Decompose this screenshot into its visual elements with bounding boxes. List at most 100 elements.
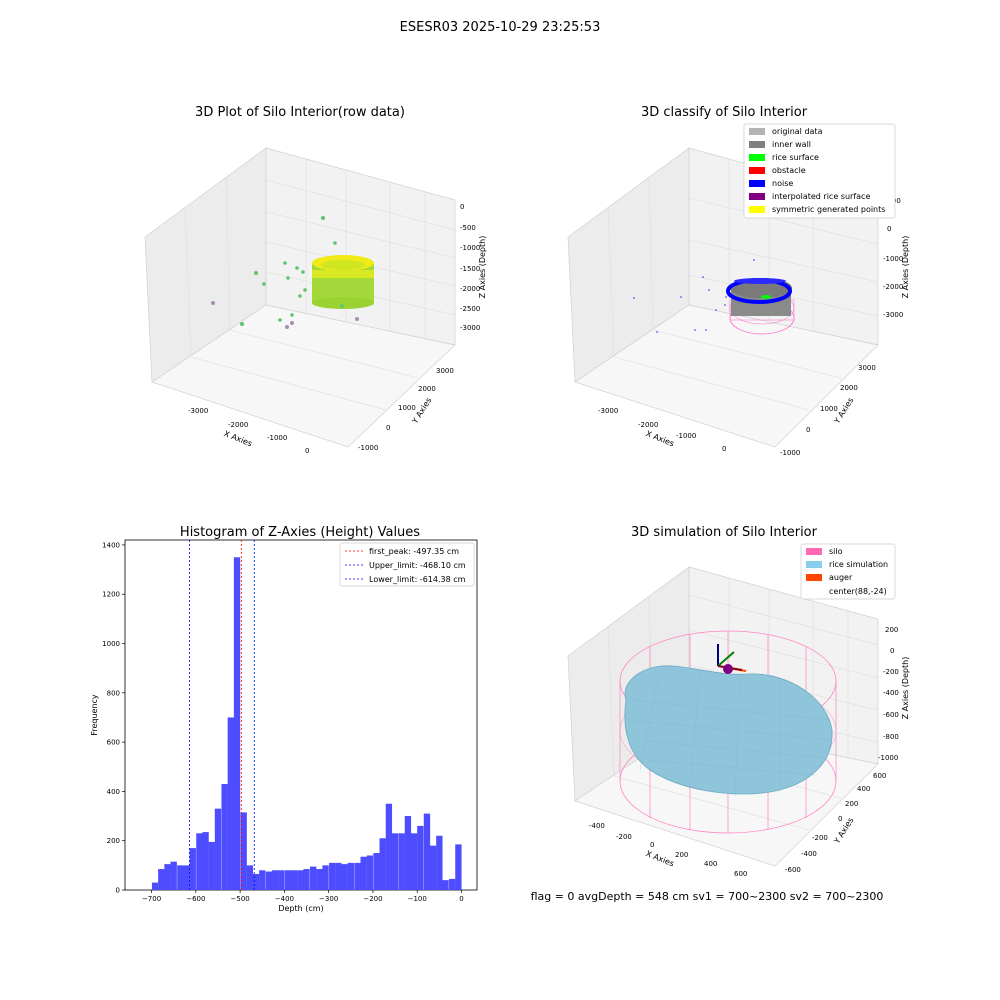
raw-ztick: -2000 xyxy=(460,285,480,293)
sim-ztick: 200 xyxy=(885,626,898,634)
raw-ztick: 0 xyxy=(460,203,464,211)
panel-simulation-3d: 3D simulation of Silo Interior xyxy=(567,525,910,878)
legend-label: Upper_limit: -468.10 cm xyxy=(369,561,466,570)
classify-ztick: 0 xyxy=(887,225,891,233)
sim-ztick: -800 xyxy=(883,733,899,741)
legend-label: rice simulation xyxy=(829,560,888,569)
hist-bar xyxy=(151,882,159,890)
sim-ztick: -400 xyxy=(883,689,899,697)
raw-ytick: 2000 xyxy=(418,385,436,393)
raw-xtick: -2000 xyxy=(228,421,248,429)
hist-x-ticks: −700 −600 −500 −400 −300 −200 −100 0 xyxy=(142,890,464,903)
hist-bar xyxy=(391,833,399,890)
legend-label: silo xyxy=(829,547,843,556)
legend-item-symmetric-generated-points: symmetric generated points xyxy=(749,205,885,214)
hist-bar xyxy=(430,845,437,890)
hist-bar xyxy=(423,813,431,890)
hist-xtick-label: −400 xyxy=(275,895,294,903)
hist-bar xyxy=(284,870,292,890)
hist-xtick-label: −200 xyxy=(363,895,382,903)
legend-item-interpolated-rice-surface: interpolated rice surface xyxy=(749,192,870,201)
hist-bar xyxy=(354,862,361,890)
sim-ytick: -200 xyxy=(812,834,828,842)
sim-xtick: -200 xyxy=(616,833,632,841)
hist-bar xyxy=(366,855,374,890)
sim-rice-mesh xyxy=(627,669,833,797)
raw-outlier-points xyxy=(211,301,359,329)
classify-ztick: -1000 xyxy=(883,255,903,263)
hist-bar xyxy=(290,870,298,890)
hist-ytick-label: 1200 xyxy=(102,591,120,599)
hist-ytick-label: 0 xyxy=(116,887,120,895)
legend-label: symmetric generated points xyxy=(772,205,885,214)
legend-label: original data xyxy=(772,127,823,136)
raw-x-ticks: -3000 -2000 -1000 0 xyxy=(188,407,309,455)
legend-label: center(88,-24) xyxy=(829,587,887,596)
sim-ytick: -400 xyxy=(801,850,817,858)
raw-ztick: -2500 xyxy=(460,305,480,313)
status-footer: flag = 0 avgDepth = 548 cm sv1 = 700~230… xyxy=(531,890,884,903)
raw-xtick: 0 xyxy=(305,447,309,455)
legend-swatch xyxy=(806,561,822,568)
raw-ztick: -1000 xyxy=(460,244,480,252)
legend-swatch xyxy=(749,154,765,161)
sim-ylabel: Y Axies xyxy=(832,816,856,846)
sim-xtick: 200 xyxy=(675,851,688,859)
sim-xtick: 400 xyxy=(704,860,717,868)
hist-ytick-label: 1400 xyxy=(102,541,120,549)
sim-ztick: -600 xyxy=(883,711,899,719)
legend-label: first_peak: -497.35 cm xyxy=(369,547,459,556)
hist-ytick-label: 400 xyxy=(107,788,120,796)
hist-bar xyxy=(303,869,310,890)
hist-plot-area xyxy=(124,539,478,891)
sim-xtick: -400 xyxy=(589,822,605,830)
legend-item-obstacle: obstacle xyxy=(749,166,806,175)
hist-bar xyxy=(189,848,196,890)
legend-label: inner wall xyxy=(772,140,811,149)
hist-bar xyxy=(360,856,367,890)
hist-bar xyxy=(297,870,304,890)
hist-bar xyxy=(246,865,254,890)
hist-bar xyxy=(449,878,456,890)
hist-bar xyxy=(379,838,386,890)
legend-label: auger xyxy=(829,573,853,582)
hist-bar xyxy=(227,717,234,890)
hist-bar xyxy=(278,870,285,890)
sim-ytick: 400 xyxy=(857,785,870,793)
hist-bar xyxy=(183,865,190,890)
hist-xtick-label: −500 xyxy=(231,895,250,903)
hist-bar xyxy=(322,865,329,890)
hist-bar xyxy=(310,866,317,890)
hist-bar xyxy=(259,870,266,890)
classify-noise-points xyxy=(633,259,755,333)
hist-ytick-label: 800 xyxy=(107,689,120,697)
hist-bar xyxy=(208,841,215,890)
legend-swatch xyxy=(806,548,822,555)
hist-bar xyxy=(170,861,177,890)
raw-xtick: -3000 xyxy=(188,407,208,415)
raw-ytick: -1000 xyxy=(358,444,378,452)
classify-x-ticks: -3000 -2000 -1000 0 xyxy=(598,407,726,453)
raw-y-ticks: -1000 0 1000 2000 3000 xyxy=(358,367,454,452)
figure-suptitle: ESESR03 2025-10-29 23:25:53 xyxy=(400,20,601,35)
classify-ztick: -2000 xyxy=(883,283,903,291)
classify-xtick: 0 xyxy=(722,445,726,453)
simulation-title: 3D simulation of Silo Interior xyxy=(631,525,818,540)
hist-legend: first_peak: -497.35 cm Upper_limit: -468… xyxy=(339,542,475,587)
legend-label: Lower_limit: -614.38 cm xyxy=(369,575,466,584)
hist-bar xyxy=(271,870,279,890)
hist-bar xyxy=(221,784,228,890)
legend-swatch xyxy=(749,167,765,174)
hist-xtick-label: −700 xyxy=(142,895,161,903)
sim-ytick: 200 xyxy=(845,800,858,808)
panel-histogram: Histogram of Z-Axies (Height) Values −70… xyxy=(90,525,478,913)
hist-bar xyxy=(177,865,184,890)
hist-ytick-label: 600 xyxy=(107,739,120,747)
classify-floor-pane xyxy=(574,304,879,448)
sim-center-marker xyxy=(723,664,733,674)
legend-label: interpolated rice surface xyxy=(772,192,870,201)
panel-raw-3d: 3D Plot of Silo Interior(row data) -3000… xyxy=(144,105,487,455)
hist-bar xyxy=(233,557,241,890)
legend-label: obstacle xyxy=(772,166,806,175)
